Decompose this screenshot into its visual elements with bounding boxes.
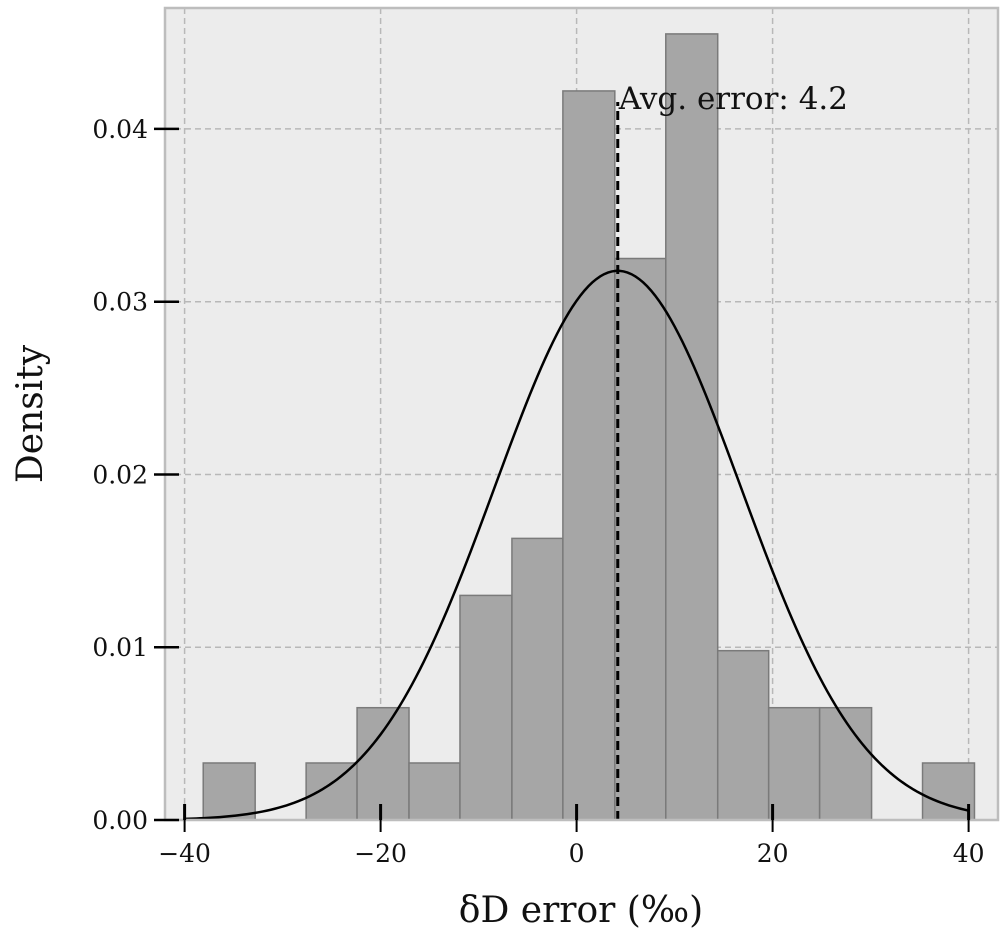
x-tick-label: 20 [757, 839, 789, 868]
histogram-bar-3 [356, 706, 410, 821]
histogram-bar-2 [305, 762, 358, 821]
plot-frame [163, 6, 1000, 822]
y-tick-label: 0.03 [92, 288, 148, 317]
histogram-bar-5 [459, 594, 513, 821]
y-axis-title: Density [10, 344, 51, 483]
x-tick-label: −40 [158, 839, 211, 868]
histogram-bar-7 [562, 90, 616, 821]
density-curve [184, 269, 969, 821]
histogram-bars [202, 33, 976, 821]
x-axis: −40 −20 0 20 40 [158, 804, 985, 868]
histogram-bar-11 [767, 706, 821, 821]
histogram-bar-0 [202, 762, 256, 821]
y-tick-label: 0.00 [92, 806, 148, 835]
histogram-bar-4 [408, 762, 461, 821]
x-tick-label: 0 [569, 839, 585, 868]
y-tick-label: 0.02 [92, 460, 148, 489]
mean-annotation: Avg. error: 4.2 [618, 81, 848, 117]
histogram-bar-10 [716, 649, 770, 821]
x-tick-label: 40 [953, 839, 985, 868]
x-axis-title: δD error (‰) [459, 890, 703, 931]
histogram-bar-9 [665, 33, 719, 821]
histogram-bar-8 [614, 257, 667, 821]
histogram-bar-6 [511, 537, 564, 821]
y-tick-label: 0.01 [92, 633, 148, 662]
y-axis: 0.00 0.01 0.02 0.03 0.04 [92, 115, 179, 835]
histogram-bar-12 [818, 706, 873, 821]
y-tick-label: 0.04 [92, 115, 148, 144]
x-tick-label: −20 [354, 839, 407, 868]
